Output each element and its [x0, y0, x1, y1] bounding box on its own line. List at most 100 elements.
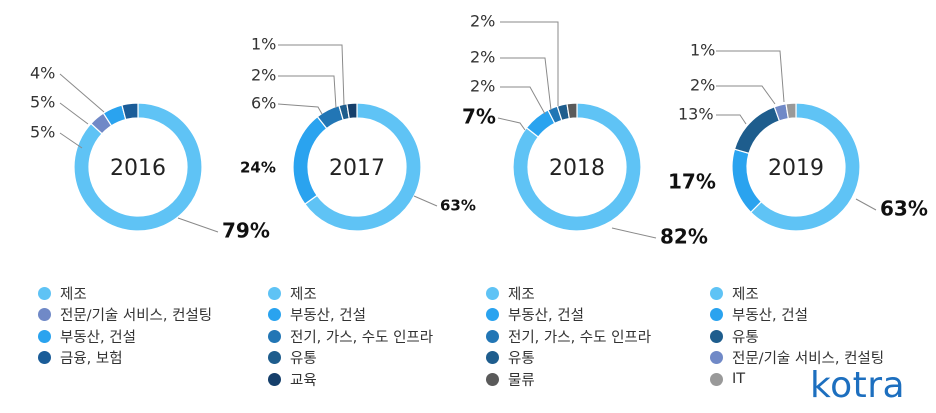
legend-swatch [486, 329, 499, 343]
legend-swatch [38, 351, 51, 364]
legend-label: 부동산, 건설 [732, 308, 808, 324]
leader-line-2018-2 [500, 86, 546, 115]
center-label-2019: 2019 [768, 156, 824, 181]
donut-2019-slice-0 [749, 102, 861, 232]
leader-line-2016-0 [177, 217, 219, 233]
legend-label: 금융, 보험 [60, 351, 123, 367]
legend-item: 부동산, 건설 [486, 305, 651, 325]
data-label-2016-3: 4% [30, 64, 55, 83]
legend-label: 전기, 가스, 수도 인프라 [508, 329, 652, 346]
legend-swatch [710, 372, 723, 386]
data-label-2018-3: 2% [470, 48, 495, 67]
legend-swatch [710, 351, 723, 364]
leader-line-2016-3 [59, 73, 105, 113]
data-label-2017-0: 63% [440, 197, 476, 215]
legend-item: 부동산, 건설 [268, 305, 433, 325]
leader-line-2018-1 [497, 117, 526, 131]
legend-item: 유통 [486, 348, 651, 368]
legend-item: 제조 [38, 283, 212, 303]
legend-swatch [268, 286, 281, 300]
donut-2019-slice-4 [785, 102, 797, 120]
legend-swatch [486, 372, 499, 386]
donut-2018-slice-0 [512, 102, 642, 232]
legend-swatch [710, 329, 723, 343]
data-label-2019-3: 2% [690, 76, 715, 95]
center-label-2017: 2017 [329, 156, 385, 181]
legend-label: 전문/기술 서비스, 컨설팅 [60, 308, 213, 324]
legend-item: 금융, 보험 [38, 348, 212, 368]
legend-item: 교육 [268, 369, 433, 389]
donut-2019-slice-2 [733, 106, 781, 155]
legend-swatch [38, 308, 51, 321]
data-label-2016-2: 5% [30, 93, 55, 112]
legend-label: 부동산, 건설 [290, 308, 366, 324]
legend-label: 전문/기술 서비스, 컨설팅 [732, 351, 885, 367]
legend-label: 유통 [290, 351, 317, 367]
kotra-logo: kotra [810, 365, 906, 406]
legend-swatch [38, 329, 51, 343]
data-label-2018-0: 82% [660, 225, 708, 249]
legend-item: 유통 [710, 326, 884, 346]
leader-line-2018-4 [500, 21, 559, 106]
data-label-2018-2: 2% [470, 77, 495, 96]
legend-item: 전기, 가스, 수도 인프라 [268, 326, 433, 346]
legend-swatch [486, 308, 499, 321]
leader-line-2018-0 [611, 227, 657, 239]
legend-item: 제조 [710, 283, 884, 303]
donut-2016-slice-3 [121, 102, 139, 121]
legend-label: 물류 [508, 372, 535, 389]
data-label-2018-4: 2% [470, 12, 495, 31]
center-label-2016: 2016 [110, 156, 166, 181]
legend-label: 제조 [60, 286, 87, 303]
data-label-2016-0: 79% [222, 219, 270, 243]
data-label-2019-1: 17% [668, 170, 716, 194]
legend-swatch [268, 329, 281, 343]
leader-line-2017-4 [278, 44, 345, 106]
legend-item: 물류 [486, 369, 651, 389]
legend-swatch [38, 286, 51, 300]
donut-2018-slice-4 [566, 102, 578, 120]
leader-line-2019-2 [716, 114, 747, 125]
legend-label: 유통 [508, 351, 535, 367]
data-label-2016-1: 5% [30, 123, 55, 142]
legend-label: 부동산, 건설 [508, 308, 584, 324]
legend-label: 전기, 가스, 수도 인프라 [290, 329, 434, 346]
legend-item: 부동산, 건설 [38, 326, 212, 346]
data-label-2017-1: 24% [240, 159, 276, 177]
legend-item: 전문/기술 서비스, 컨설팅 [710, 348, 884, 368]
leader-line-2019-3 [716, 85, 776, 105]
donut-2017-slice-1 [292, 115, 328, 205]
legend-label: 제조 [732, 286, 759, 303]
legend-swatch [268, 351, 281, 364]
legend-item: 제조 [268, 283, 433, 303]
legend-swatch [268, 372, 281, 386]
leader-line-2017-3 [278, 75, 337, 109]
legend-label: 부동산, 건설 [60, 329, 136, 346]
data-label-2019-4: 1% [690, 41, 715, 60]
data-label-2017-4: 1% [251, 35, 276, 54]
donut-2019-slice-1 [731, 148, 763, 214]
leader-line-2017-2 [277, 103, 323, 115]
legend-swatch [268, 308, 281, 321]
donut-2016-slice-0 [73, 102, 203, 232]
leader-line-2017-0 [413, 195, 438, 207]
donut-2017-slice-4 [346, 102, 358, 120]
leader-line-2016-2 [59, 102, 89, 125]
legend-item: 제조 [486, 283, 651, 303]
leader-line-2018-3 [500, 57, 552, 111]
legend-swatch [486, 286, 499, 300]
legend-swatch [710, 286, 723, 300]
data-label-2019-2: 13% [678, 105, 714, 124]
leader-line-2019-4 [716, 50, 785, 103]
data-label-2017-2: 6% [251, 94, 276, 113]
legend-swatch [710, 308, 723, 321]
leader-line-2019-0 [855, 198, 877, 211]
legend-item: 전기, 가스, 수도 인프라 [486, 326, 651, 346]
legend-label: IT [732, 371, 746, 387]
donut-2017-slice-0 [304, 102, 422, 232]
legend-item: 부동산, 건설 [710, 305, 884, 325]
